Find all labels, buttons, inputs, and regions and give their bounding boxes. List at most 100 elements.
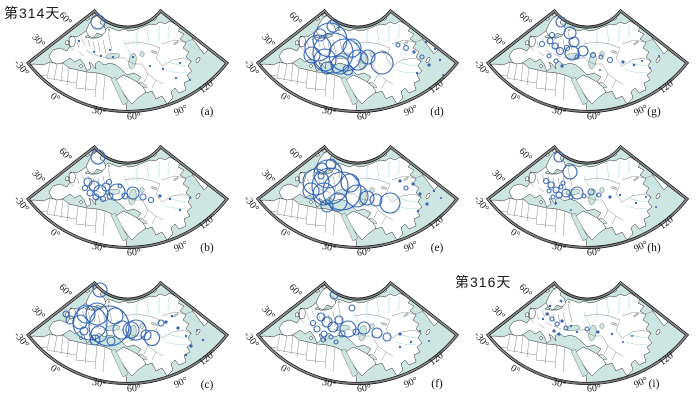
event-circle — [596, 330, 600, 334]
tick-label: 90° — [632, 239, 649, 255]
event-circle — [542, 177, 550, 185]
event-circle — [357, 321, 371, 335]
event-circle — [596, 192, 602, 198]
event-circle — [552, 329, 556, 333]
tick-label: 60° — [516, 10, 534, 28]
event-circle — [81, 184, 89, 192]
event-circle — [168, 197, 172, 201]
event-circle — [174, 76, 178, 80]
tick-label: 30° — [551, 241, 567, 255]
panel-label: (b) — [200, 242, 214, 254]
event-circle — [555, 191, 563, 199]
event-circle — [360, 49, 376, 65]
event-circle — [312, 32, 354, 74]
panel-label: (f) — [431, 378, 443, 390]
event-circle — [161, 67, 165, 71]
event-circle — [85, 302, 109, 326]
event-circle — [184, 353, 188, 357]
event-circle — [164, 320, 168, 324]
event-circle — [541, 317, 545, 321]
event-circle — [398, 345, 402, 349]
tick-label: -30° — [241, 194, 260, 214]
event-circle — [88, 305, 130, 347]
event-circle — [419, 330, 421, 332]
tick-label: 30° — [259, 304, 277, 322]
event-circle — [425, 202, 429, 206]
tick-label: -30° — [11, 330, 30, 350]
event-circle — [122, 321, 140, 339]
tick-label: 30° — [489, 304, 507, 322]
event-circle — [559, 299, 563, 303]
tick-label: 90° — [632, 375, 649, 391]
tick-label: 30° — [321, 105, 337, 119]
event-circle — [379, 192, 401, 214]
event-circle — [411, 182, 415, 186]
event-circle — [560, 319, 564, 323]
map-panel-c: 60°30°-30°0°30° 60° 90°120°(c) — [11, 272, 232, 395]
event-circle — [62, 310, 70, 318]
event-circle — [584, 326, 590, 332]
event-circle — [574, 54, 580, 60]
event-circle — [320, 61, 334, 75]
event-circle — [201, 338, 205, 342]
event-circle — [598, 54, 604, 60]
event-circle — [398, 332, 402, 336]
event-circle — [640, 59, 644, 63]
event-circle — [575, 330, 579, 334]
event-circle — [370, 51, 394, 75]
event-circle — [170, 314, 174, 318]
event-circle — [86, 189, 94, 197]
event-circle — [148, 64, 152, 68]
event-circle — [371, 327, 383, 339]
event-circle — [621, 60, 625, 64]
tick-label: 60° — [286, 282, 304, 300]
event-circle — [548, 304, 552, 308]
event-circle — [325, 158, 337, 170]
event-circle — [553, 58, 559, 64]
event-circle — [562, 164, 578, 180]
tick-label: 60° — [127, 247, 142, 259]
event-circle — [342, 38, 362, 58]
event-circle — [320, 337, 326, 343]
event-circle — [427, 63, 431, 67]
event-circle — [178, 61, 182, 65]
event-circle — [538, 40, 546, 48]
event-circle — [649, 67, 651, 69]
map-panel-f: 60°30°-30°0°30° 60° 90°120°(f) — [241, 272, 462, 395]
event-circles — [302, 158, 442, 214]
tick-label: 60° — [286, 146, 304, 164]
event-circle — [92, 193, 100, 201]
event-circle — [433, 47, 437, 51]
tick-label: 30° — [489, 168, 507, 186]
event-circle — [555, 46, 565, 56]
event-circle — [302, 168, 330, 196]
map-panel-h: 60°30°-30°0°30° 60° 90°120°(h) — [471, 136, 692, 259]
event-circle — [581, 193, 587, 199]
event-circle — [76, 304, 96, 324]
event-circle — [418, 192, 422, 196]
tick-label: 30° — [29, 304, 47, 322]
tick-label: 60° — [357, 247, 372, 259]
tick-label: 90° — [172, 103, 189, 119]
event-circle — [327, 321, 339, 333]
tick-label: -30° — [471, 194, 490, 214]
tick-label: 30° — [259, 32, 277, 50]
event-circle — [311, 167, 349, 205]
tick-label: -30° — [471, 58, 490, 78]
tick-label: 30° — [29, 168, 47, 186]
tick-label: 30° — [91, 377, 107, 391]
tick-label: 60° — [357, 111, 372, 123]
tick-label: 60° — [127, 111, 142, 123]
event-circle — [563, 44, 571, 52]
event-circle — [189, 344, 193, 348]
panel-label: (d) — [430, 106, 444, 118]
event-circle — [551, 42, 559, 50]
event-circle — [568, 36, 580, 48]
event-circle — [577, 45, 589, 57]
tick-label: 30° — [551, 105, 567, 119]
event-circle — [333, 339, 339, 345]
event-circle — [196, 329, 198, 331]
event-circle — [546, 37, 554, 45]
event-circle — [608, 195, 612, 199]
tick-label: 90° — [172, 375, 189, 391]
